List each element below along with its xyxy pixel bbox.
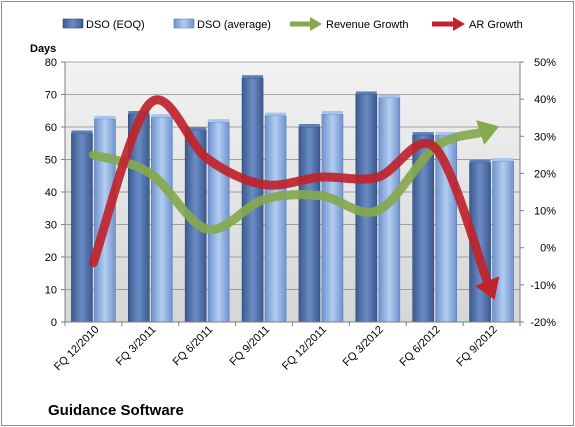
x-tick-label: FQ 9/2011 — [228, 324, 273, 369]
y2-tick-label: -10% — [530, 280, 556, 292]
arrowhead-revenue-growth — [476, 120, 500, 145]
y2-tick-label: 30% — [534, 131, 556, 143]
bar-cap-dso-average — [321, 111, 343, 114]
y2-tick-label: 40% — [534, 94, 556, 106]
y2-tick-label: 50% — [534, 57, 556, 69]
lines-layer — [88, 95, 500, 300]
bar-cap-dso-average — [265, 112, 287, 116]
bar-dso-average — [321, 113, 344, 323]
y2-tick-label: 20% — [534, 168, 556, 180]
y-tick-label: 80 — [45, 57, 57, 69]
bar-cap-dso-eoq — [412, 132, 434, 136]
bar-cap-dso-eoq — [185, 127, 207, 131]
bar-cap-dso-average — [151, 114, 173, 118]
bar-cap-dso-eoq — [298, 124, 320, 127]
y-tick-label: 20 — [45, 252, 57, 264]
y2-tick-label: -20% — [530, 317, 556, 329]
bar-dso-average — [264, 115, 287, 323]
y-tick-label: 0 — [51, 317, 57, 329]
x-tick-label: FQ 3/2012 — [341, 324, 386, 369]
bar-dso-eoq — [71, 133, 93, 323]
bar-cap-dso-average — [94, 115, 116, 119]
arrowhead-ar-growth — [475, 276, 500, 300]
bar-dso-average — [492, 160, 514, 323]
x-tick-label: FQ 6/2011 — [171, 324, 216, 369]
legend-label-dso-average: DSO (average) — [197, 19, 271, 31]
legend-label-revenue-growth: Revenue Growth — [326, 19, 409, 31]
bar-cap-dso-average — [435, 132, 457, 136]
y-tick-label: 10 — [45, 285, 57, 297]
bar-cap-dso-eoq — [355, 91, 377, 95]
y-tick-label: 50 — [45, 155, 57, 167]
x-tick-label: FQ 3/2011 — [114, 324, 159, 369]
bar-dso-average — [151, 116, 173, 323]
bar-cap-dso-eoq — [242, 75, 264, 79]
y-tick-label: 30 — [45, 220, 57, 232]
legend-arrow-revenue-growth — [290, 17, 322, 31]
y-tick-label: 40 — [45, 187, 57, 199]
legend-label-dso-eoq: DSO (EOQ) — [86, 19, 145, 31]
bar-cap-dso-average — [208, 119, 230, 123]
line-ar-growth — [88, 95, 492, 286]
bar-cap-dso-eoq — [469, 159, 491, 163]
legend-swatch-dso-average — [173, 18, 195, 29]
x-tick-label: FQ 6/2012 — [398, 324, 443, 369]
y-tick-label: 60 — [45, 122, 57, 134]
x-tick-label: FQ 9/2012 — [454, 324, 499, 369]
legend-label-ar-growth: AR Growth — [469, 19, 523, 31]
legend-swatch-dso-eoq — [62, 18, 84, 29]
bar-cap-dso-eoq — [71, 130, 93, 134]
x-tick-label: FQ 12/2010 — [52, 324, 102, 374]
bars-layer — [71, 75, 514, 323]
y-axis-title: Days — [30, 43, 56, 55]
bar-dso-eoq — [298, 126, 321, 323]
legend-arrow-ar-growth — [432, 17, 465, 31]
y2-tick-label: 10% — [534, 206, 556, 218]
bar-cap-dso-average — [378, 94, 400, 98]
chart-title: Guidance Software — [48, 402, 184, 419]
line-revenue-growth — [88, 128, 485, 234]
bar-cap-dso-average — [492, 158, 514, 162]
legend: DSO (EOQ) DSO (average) Revenue Growth A… — [62, 17, 523, 31]
y2-tick-label: 0% — [540, 243, 556, 255]
y-tick-label: 70 — [45, 90, 57, 102]
x-tick-label: FQ 12/2011 — [280, 324, 329, 373]
